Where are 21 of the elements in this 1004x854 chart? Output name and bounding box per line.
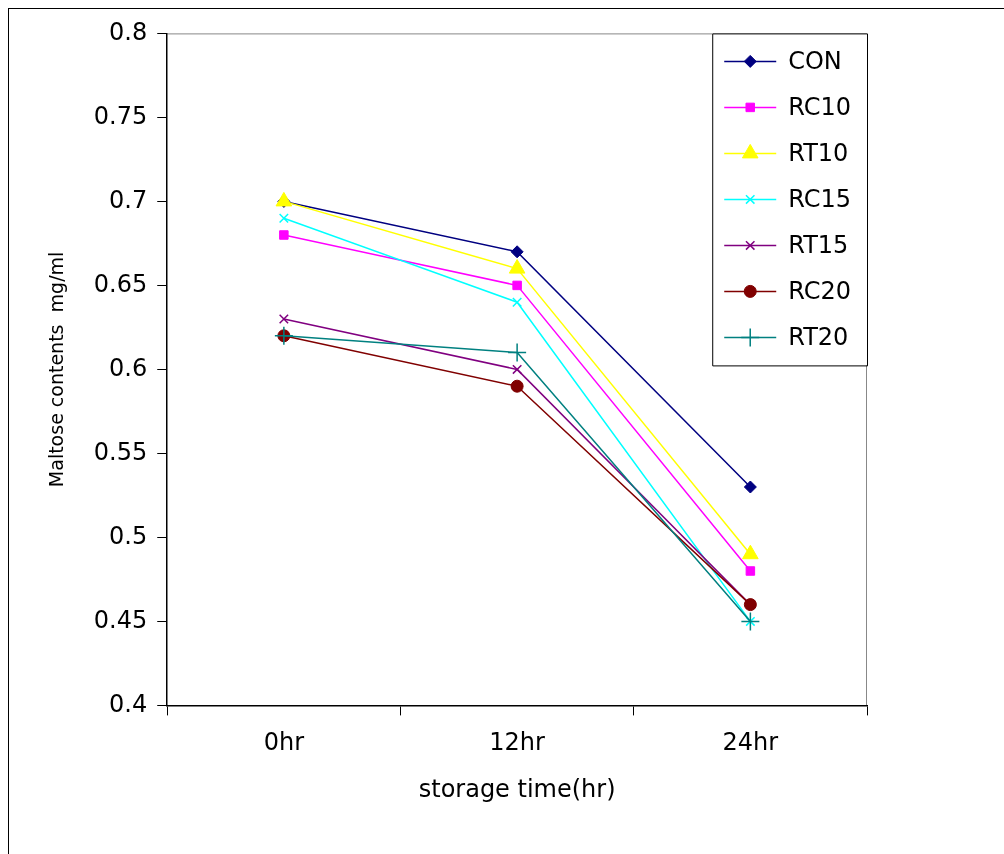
- y-tick-label: 0.7: [109, 185, 148, 214]
- x-tick-label: 24hr: [722, 728, 779, 757]
- legend-label: RT10: [788, 138, 849, 167]
- y-tick-label: 0.6: [109, 353, 148, 382]
- y-tick-label: 0.65: [93, 269, 148, 298]
- legend-label: CON: [788, 46, 842, 75]
- x-tick-label: 12hr: [489, 728, 546, 757]
- legend-label: RT20: [788, 322, 849, 351]
- legend-label: RC15: [788, 184, 851, 213]
- y-tick-label: 0.55: [93, 437, 148, 466]
- y-axis-title: Maltose contents mg/ml: [45, 251, 68, 488]
- y-tick-label: 0.75: [93, 101, 148, 130]
- x-axis-title: storage time(hr): [418, 774, 616, 803]
- y-tick-label: 0.8: [109, 17, 148, 46]
- legend-label: RC10: [788, 92, 851, 121]
- x-tick-label: 0hr: [263, 728, 305, 757]
- legend-label: RT15: [788, 230, 849, 259]
- y-tick-label: 0.4: [109, 689, 148, 718]
- legend-label: RC20: [788, 276, 851, 305]
- y-tick-label: 0.5: [109, 521, 148, 550]
- y-tick-label: 0.45: [93, 605, 148, 634]
